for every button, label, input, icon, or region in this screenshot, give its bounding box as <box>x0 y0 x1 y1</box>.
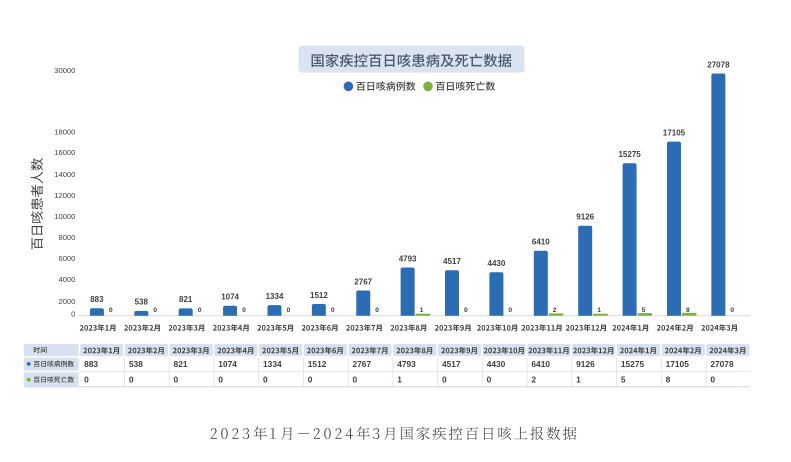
svg-text:2: 2 <box>531 374 536 384</box>
svg-text:8: 8 <box>666 374 671 384</box>
svg-text:4430: 4430 <box>487 359 506 369</box>
svg-text:2000: 2000 <box>58 297 75 306</box>
svg-text:0: 0 <box>331 307 335 314</box>
svg-text:17105: 17105 <box>666 359 690 369</box>
svg-text:883: 883 <box>84 359 98 369</box>
svg-text:27078: 27078 <box>707 60 730 69</box>
svg-text:4517: 4517 <box>442 359 461 369</box>
svg-text:0: 0 <box>71 310 75 319</box>
svg-text:883: 883 <box>90 295 104 304</box>
svg-text:0: 0 <box>464 307 468 314</box>
svg-text:0: 0 <box>487 374 492 384</box>
svg-text:0: 0 <box>308 374 313 384</box>
svg-text:0: 0 <box>218 374 223 384</box>
svg-text:4793: 4793 <box>397 359 416 369</box>
svg-text:12000: 12000 <box>54 191 75 200</box>
svg-text:0: 0 <box>242 307 246 314</box>
svg-text:17105: 17105 <box>663 128 686 137</box>
svg-text:1: 1 <box>397 374 402 384</box>
svg-text:1: 1 <box>420 307 424 314</box>
svg-text:30000: 30000 <box>54 66 75 75</box>
svg-text:0: 0 <box>263 374 268 384</box>
svg-text:0: 0 <box>287 307 291 314</box>
svg-text:1512: 1512 <box>308 359 327 369</box>
svg-text:0: 0 <box>442 374 447 384</box>
svg-text:18000: 18000 <box>54 127 75 136</box>
svg-text:821: 821 <box>179 295 193 304</box>
svg-text:9126: 9126 <box>576 359 595 369</box>
svg-text:4793: 4793 <box>399 254 417 263</box>
svg-text:1512: 1512 <box>310 291 328 300</box>
svg-text:0: 0 <box>375 307 379 314</box>
svg-text:1074: 1074 <box>218 359 237 369</box>
svg-text:15275: 15275 <box>621 359 645 369</box>
svg-text:4517: 4517 <box>443 257 461 266</box>
svg-text:15275: 15275 <box>618 150 641 159</box>
svg-text:1334: 1334 <box>263 359 282 369</box>
svg-text:0: 0 <box>710 374 715 384</box>
svg-text:2767: 2767 <box>354 277 372 286</box>
svg-text:2: 2 <box>553 307 557 314</box>
svg-text:1: 1 <box>576 374 581 384</box>
svg-text:0: 0 <box>508 307 512 314</box>
svg-text:0: 0 <box>84 374 89 384</box>
svg-text:1: 1 <box>597 307 601 314</box>
svg-text:27078: 27078 <box>710 359 734 369</box>
svg-text:821: 821 <box>174 359 188 369</box>
svg-text:6410: 6410 <box>532 238 550 247</box>
svg-text:9126: 9126 <box>576 213 594 222</box>
svg-text:14000: 14000 <box>54 170 75 179</box>
svg-text:5: 5 <box>642 307 646 314</box>
svg-text:16000: 16000 <box>54 148 75 157</box>
svg-text:538: 538 <box>129 359 143 369</box>
svg-text:0: 0 <box>109 307 113 314</box>
svg-text:0: 0 <box>352 374 357 384</box>
svg-text:10000: 10000 <box>54 212 75 221</box>
svg-text:4430: 4430 <box>488 259 506 268</box>
svg-text:8000: 8000 <box>58 233 75 242</box>
svg-text:8: 8 <box>686 307 690 314</box>
svg-text:0: 0 <box>730 307 734 314</box>
svg-text:4000: 4000 <box>58 275 75 284</box>
svg-text:0: 0 <box>174 374 179 384</box>
svg-text:0: 0 <box>198 307 202 314</box>
svg-text:5: 5 <box>621 374 626 384</box>
svg-text:1074: 1074 <box>221 293 239 302</box>
svg-text:6410: 6410 <box>531 359 550 369</box>
svg-text:538: 538 <box>135 298 149 307</box>
svg-text:6000: 6000 <box>58 254 75 263</box>
svg-text:1334: 1334 <box>266 292 284 301</box>
svg-text:0: 0 <box>129 374 134 384</box>
svg-text:2767: 2767 <box>352 359 371 369</box>
svg-text:0: 0 <box>153 307 157 314</box>
